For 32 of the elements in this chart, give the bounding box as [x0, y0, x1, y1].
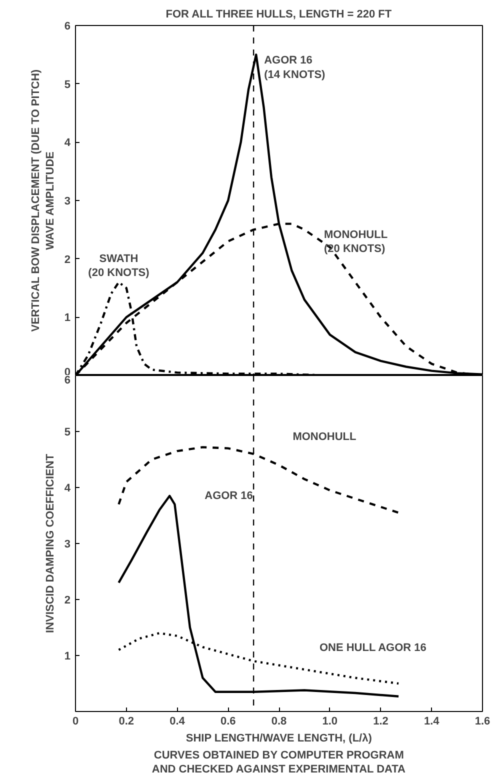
y-axis-title: INVISCID DAMPING COEFFICIENT [44, 454, 56, 634]
y-tick-label: 4 [64, 482, 72, 494]
x-tick-label: 1.2 [373, 716, 388, 728]
y-tick-label: 1 [64, 312, 71, 324]
y-tick-label: 6 [64, 20, 71, 32]
y-tick-label: 2 [64, 594, 71, 606]
x-tick-label: 0.2 [118, 716, 134, 728]
series-label: AGOR 16 (14 KNOTS) [264, 54, 326, 82]
x-tick-label: 1.6 [474, 716, 490, 728]
y-tick-label: 3 [64, 196, 71, 208]
series-label: SWATH (20 KNOTS) [88, 252, 150, 280]
x-tick-label: 1.4 [424, 716, 440, 728]
y-tick-label: 5 [64, 78, 71, 91]
x-tick-label: 0 [72, 716, 79, 728]
series-label: MONOHULL (20 KNOTS) [324, 228, 388, 256]
x-axis-title: SHIP LENGTH/WAVE LENGTH, (L/λ) [186, 732, 372, 744]
chart-title: FOR ALL THREE HULLS, LENGTH = 220 FT [166, 8, 392, 20]
x-tick-label: 0.6 [220, 716, 236, 728]
y-axis-title: VERTICAL BOW DISPLACEMENT (DUE TO PITCH) WAVE AMPLITUDE [30, 69, 56, 332]
y-tick-label: 5 [64, 426, 71, 438]
text: CURVES OBTAINED BY COMPUTER PROGRAM AND CHECKED AGAINST EXPERIMENTAL DATA [152, 750, 406, 776]
series-label: ONE HULL AGOR 16 [319, 642, 426, 654]
x-tick-label: 0.4 [170, 716, 186, 728]
text: MONOHULL [292, 431, 357, 444]
text: AGOR 16 [204, 490, 253, 502]
y-tick-label: 1 [64, 650, 71, 662]
y-tick-label: 2 [64, 254, 71, 266]
y-tick-label: 3 [64, 538, 71, 550]
x-tick-label: 0.8 [271, 716, 287, 728]
y-tick-label: 6 [64, 374, 71, 386]
y-tick-label: 4 [64, 137, 72, 150]
x-tick-label: 1.0 [322, 716, 338, 728]
